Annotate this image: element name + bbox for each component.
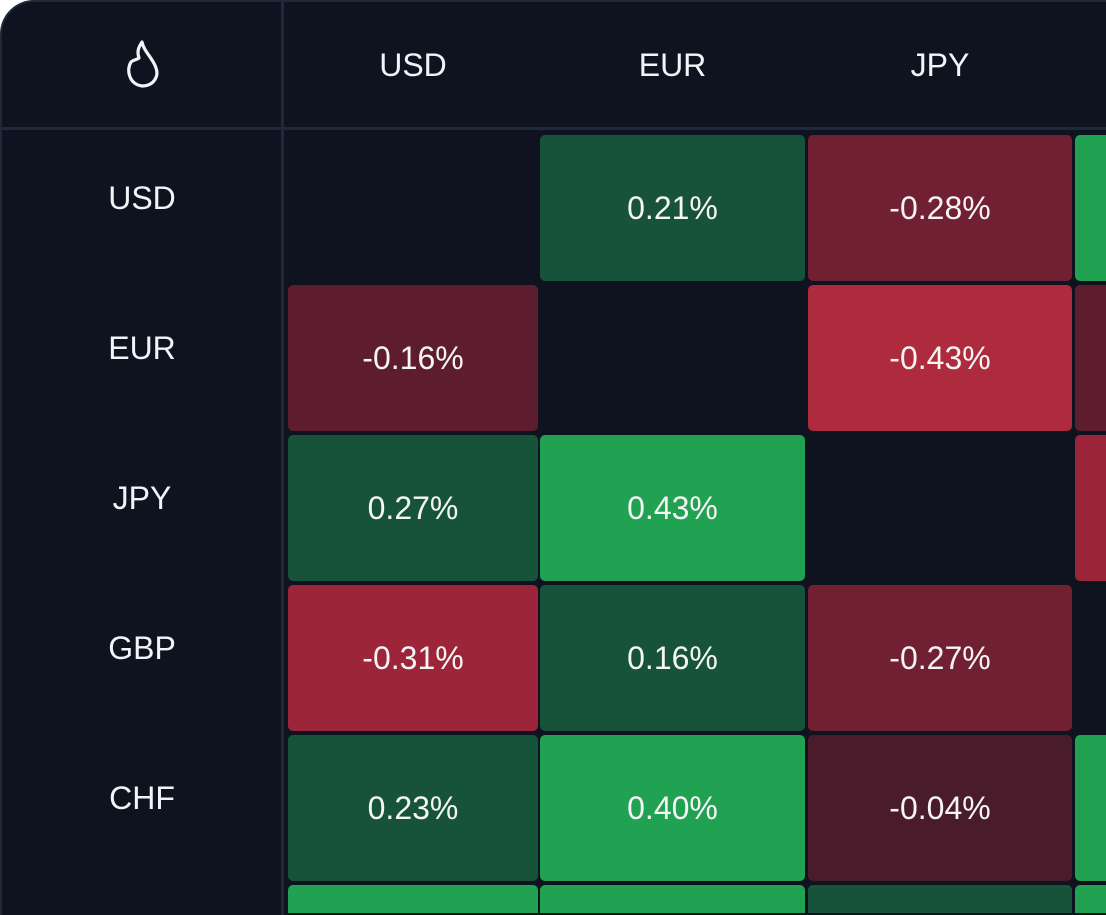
heatmap-cell[interactable] bbox=[540, 885, 805, 913]
row-header-chf: CHF bbox=[109, 779, 175, 816]
flame-icon bbox=[127, 40, 159, 88]
heatmap-cell[interactable] bbox=[288, 885, 538, 913]
column-header-usd: USD bbox=[379, 46, 447, 83]
row-header-gbp: GBP bbox=[108, 629, 176, 666]
row-header-usd: USD bbox=[108, 179, 176, 216]
heatmap-cell[interactable]: 0.27% bbox=[288, 435, 538, 581]
heatmap-cell[interactable]: 0.40% bbox=[540, 735, 805, 881]
heatmap-cell[interactable] bbox=[1075, 435, 1106, 581]
heatmap-cell[interactable] bbox=[1075, 285, 1106, 431]
divider bbox=[2, 127, 1106, 130]
heatmap-cell[interactable]: 0.23% bbox=[288, 735, 538, 881]
heatmap-cell[interactable]: -0.31% bbox=[288, 585, 538, 731]
heatmap-cell[interactable]: 0.16% bbox=[540, 585, 805, 731]
corner-cell bbox=[2, 2, 282, 128]
heatmap-cell[interactable]: -0.28% bbox=[808, 135, 1072, 281]
heatmap-cell[interactable]: 0.21% bbox=[540, 135, 805, 281]
row-header-eur: EUR bbox=[108, 329, 176, 366]
heatmap-cell[interactable] bbox=[808, 885, 1072, 913]
heatmap-cell[interactable] bbox=[1075, 885, 1106, 913]
heatmap-cell[interactable]: -0.43% bbox=[808, 285, 1072, 431]
column-header-eur: EUR bbox=[638, 46, 707, 83]
heatmap-cell[interactable]: 0.43% bbox=[540, 435, 805, 581]
heatmap-cell[interactable] bbox=[1075, 735, 1106, 881]
column-header-jpy: JPY bbox=[910, 46, 970, 83]
row-header-jpy: JPY bbox=[112, 479, 172, 516]
heatmap-cell[interactable]: -0.04% bbox=[808, 735, 1072, 881]
divider bbox=[281, 2, 284, 915]
heatmap-cell[interactable] bbox=[1075, 135, 1106, 281]
heatmap-cell[interactable]: -0.27% bbox=[808, 585, 1072, 731]
row-header-hidden bbox=[2, 875, 282, 903]
column-header-hidden bbox=[1075, 2, 1106, 128]
heatmap-cell[interactable]: -0.16% bbox=[288, 285, 538, 431]
